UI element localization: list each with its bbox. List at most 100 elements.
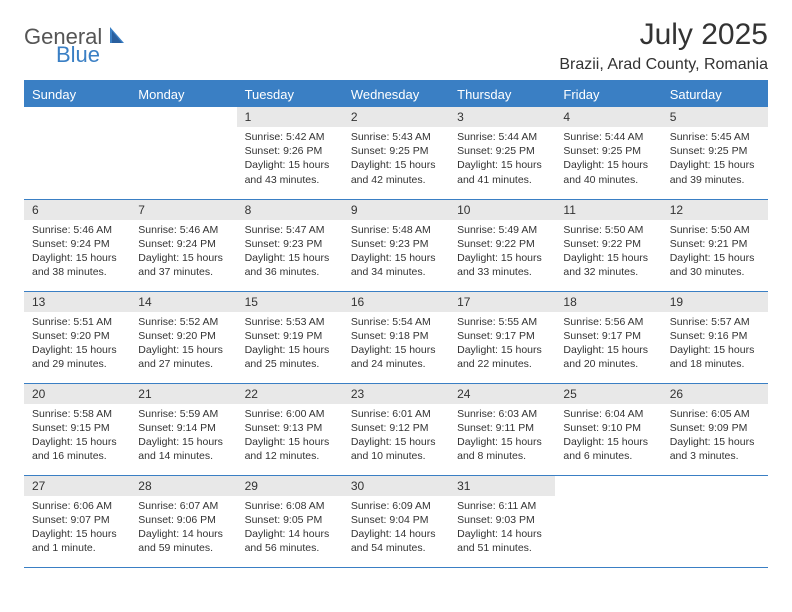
- sunrise-line: Sunrise: 5:52 AM: [138, 316, 218, 328]
- day-content: Sunrise: 6:11 AMSunset: 9:03 PMDaylight:…: [449, 496, 555, 562]
- header: General Blue July 2025 Brazii, Arad Coun…: [24, 18, 768, 74]
- sunset-line: Sunset: 9:17 PM: [457, 330, 535, 342]
- calendar-cell: 14Sunrise: 5:52 AMSunset: 9:20 PMDayligh…: [130, 291, 236, 383]
- calendar-cell: 31Sunrise: 6:11 AMSunset: 9:03 PMDayligh…: [449, 475, 555, 567]
- weekday-header: Friday: [555, 81, 661, 107]
- weekday-header: Monday: [130, 81, 236, 107]
- daylight-line: Daylight: 15 hours and 29 minutes.: [32, 344, 117, 370]
- sunrise-line: Sunrise: 6:05 AM: [670, 408, 750, 420]
- day-number: 11: [555, 200, 661, 220]
- calendar-cell: 8Sunrise: 5:47 AMSunset: 9:23 PMDaylight…: [237, 199, 343, 291]
- calendar-cell: 10Sunrise: 5:49 AMSunset: 9:22 PMDayligh…: [449, 199, 555, 291]
- day-content: Sunrise: 5:55 AM Sunset: 9:17 PM Daylight:…: [449, 312, 555, 378]
- day-number: 31: [449, 476, 555, 496]
- day-number: 1: [237, 107, 343, 127]
- day-number: 13: [24, 292, 130, 312]
- day-number: 12: [662, 200, 768, 220]
- day-number: 25: [555, 384, 661, 404]
- sunrise-line: Sunrise: 5:55 AM: [457, 316, 537, 328]
- calendar-cell: 26Sunrise: 6:05 AMSunset: 9:09 PMDayligh…: [662, 383, 768, 475]
- sunset-line: Sunset: 9:20 PM: [32, 330, 110, 342]
- day-number: 2: [343, 107, 449, 127]
- sunset-line: Sunset: 9:23 PM: [351, 238, 429, 250]
- sunset-line: Sunset: 9:25 PM: [670, 145, 748, 157]
- sunset-line: Sunset: 9:14 PM: [138, 422, 216, 434]
- daylight-line: Daylight: 15 hours and 22 minutes.: [457, 344, 542, 370]
- sunset-line: Sunset: 9:07 PM: [32, 514, 110, 526]
- calendar-cell: 12Sunrise: 5:50 AMSunset: 9:21 PMDayligh…: [662, 199, 768, 291]
- day-content: Sunrise: 5:53 AMSunset: 9:19 PMDaylight:…: [237, 312, 343, 378]
- day-number: 20: [24, 384, 130, 404]
- sunrise-line: Sunrise: 5:43 AM: [351, 131, 431, 143]
- daylight-line: Daylight: 15 hours and 33 minutes.: [457, 252, 542, 278]
- sunrise-line: Sunrise: 5:46 AM: [138, 224, 218, 236]
- day-content: Sunrise: 6:00 AMSunset: 9:13 PMDaylight:…: [237, 404, 343, 470]
- calendar-row: 20Sunrise: 5:58 AMSunset: 9:15 PMDayligh…: [24, 383, 768, 475]
- day-number: 24: [449, 384, 555, 404]
- calendar-row: 1 Sunrise: 5:42 AM Sunset: 9:26 PM Daylight…: [24, 107, 768, 199]
- sunset-line: Sunset: 9:25 PM: [563, 145, 641, 157]
- calendar-row: 27 Sunrise: 6:06 AM Sunset: 9:07 PM Dayligh…: [24, 475, 768, 567]
- sunrise-line: Sunrise: 5:42 AM: [245, 131, 325, 143]
- day-content: Sunrise: 5:59 AMSunset: 9:14 PMDaylight:…: [130, 404, 236, 470]
- daylight-line: Daylight: 15 hours and 24 minutes.: [351, 344, 436, 370]
- day-content: Sunrise: 6:09 AMSunset: 9:04 PMDaylight:…: [343, 496, 449, 562]
- sunrise-line: Sunrise: 6:09 AM: [351, 500, 431, 512]
- calendar-cell: 6Sunrise: 5:46 AMSunset: 9:24 PMDaylight…: [24, 199, 130, 291]
- daylight-line: Daylight: 15 hours and 32 minutes.: [563, 252, 648, 278]
- sunset-line: Sunset: 9:24 PM: [32, 238, 110, 250]
- calendar-cell-empty: [130, 107, 236, 199]
- sunrise-line: Sunrise: 5:47 AM: [245, 224, 325, 236]
- sunrise-line: Sunrise: 5:56 AM: [563, 316, 643, 328]
- calendar-cell: 20Sunrise: 5:58 AMSunset: 9:15 PMDayligh…: [24, 383, 130, 475]
- calendar-cell-empty: [555, 475, 661, 567]
- day-number: 27: [24, 476, 130, 496]
- sunset-line: Sunset: 9:22 PM: [457, 238, 535, 250]
- day-number: 15: [237, 292, 343, 312]
- daylight-line: Daylight: 15 hours and 42 minutes.: [351, 159, 436, 185]
- sunset-line: Sunset: 9:25 PM: [457, 145, 535, 157]
- sunrise-line: Sunrise: 5:45 AM: [670, 131, 750, 143]
- calendar-row: 6Sunrise: 5:46 AMSunset: 9:24 PMDaylight…: [24, 199, 768, 291]
- sunrise-line: Sunrise: 5:54 AM: [351, 316, 431, 328]
- sunset-line: Sunset: 9:10 PM: [563, 422, 641, 434]
- logo: General Blue: [24, 18, 132, 50]
- logo-text-blue: Blue: [56, 42, 100, 68]
- weekday-header: Wednesday: [343, 81, 449, 107]
- day-content: Sunrise: 5:50 AMSunset: 9:22 PMDaylight:…: [555, 220, 661, 286]
- day-number: 16: [343, 292, 449, 312]
- sunrise-line: Sunrise: 6:06 AM: [32, 500, 112, 512]
- day-content: Sunrise: 5:49 AMSunset: 9:22 PMDaylight:…: [449, 220, 555, 286]
- calendar-cell-empty: [662, 475, 768, 567]
- daylight-line: Daylight: 15 hours and 10 minutes.: [351, 436, 436, 462]
- sunrise-line: Sunrise: 6:11 AM: [457, 500, 536, 512]
- sunrise-line: Sunrise: 5:59 AM: [138, 408, 218, 420]
- daylight-line: Daylight: 15 hours and 16 minutes.: [32, 436, 117, 462]
- day-content: Sunrise: 6:01 AMSunset: 9:12 PMDaylight:…: [343, 404, 449, 470]
- sunrise-line: Sunrise: 5:57 AM: [670, 316, 750, 328]
- sunset-line: Sunset: 9:23 PM: [245, 238, 323, 250]
- daylight-line: Daylight: 15 hours and 30 minutes.: [670, 252, 755, 278]
- daylight-line: Daylight: 15 hours and 36 minutes.: [245, 252, 330, 278]
- calendar-cell: 27 Sunrise: 6:06 AM Sunset: 9:07 PM Dayligh…: [24, 475, 130, 567]
- calendar-cell: 23Sunrise: 6:01 AMSunset: 9:12 PMDayligh…: [343, 383, 449, 475]
- sunset-line: Sunset: 9:26 PM: [245, 145, 323, 157]
- calendar-cell: 13Sunrise: 5:51 AMSunset: 9:20 PMDayligh…: [24, 291, 130, 383]
- sunrise-line: Sunrise: 6:04 AM: [563, 408, 643, 420]
- sunrise-line: Sunrise: 6:00 AM: [245, 408, 325, 420]
- daylight-line: Daylight: 15 hours and 12 minutes.: [245, 436, 330, 462]
- daylight-line: Daylight: 14 hours and 59 minutes.: [138, 528, 223, 554]
- calendar-cell: 9Sunrise: 5:48 AMSunset: 9:23 PMDaylight…: [343, 199, 449, 291]
- calendar-cell: 30Sunrise: 6:09 AMSunset: 9:04 PMDayligh…: [343, 475, 449, 567]
- calendar-cell: 28Sunrise: 6:07 AMSunset: 9:06 PMDayligh…: [130, 475, 236, 567]
- day-number: 10: [449, 200, 555, 220]
- daylight-line: Daylight: 15 hours and 27 minutes.: [138, 344, 223, 370]
- day-number: 19: [662, 292, 768, 312]
- calendar-cell: 21Sunrise: 5:59 AMSunset: 9:14 PMDayligh…: [130, 383, 236, 475]
- sunrise-line: Sunrise: 6:01 AM: [351, 408, 431, 420]
- daylight-line: Daylight: 15 hours and 1 minute.: [32, 528, 117, 554]
- sunrise-line: Sunrise: 5:46 AM: [32, 224, 112, 236]
- day-content: Sunrise: 5:50 AMSunset: 9:21 PMDaylight:…: [662, 220, 768, 286]
- day-number: 26: [662, 384, 768, 404]
- calendar-cell: 25Sunrise: 6:04 AMSunset: 9:10 PMDayligh…: [555, 383, 661, 475]
